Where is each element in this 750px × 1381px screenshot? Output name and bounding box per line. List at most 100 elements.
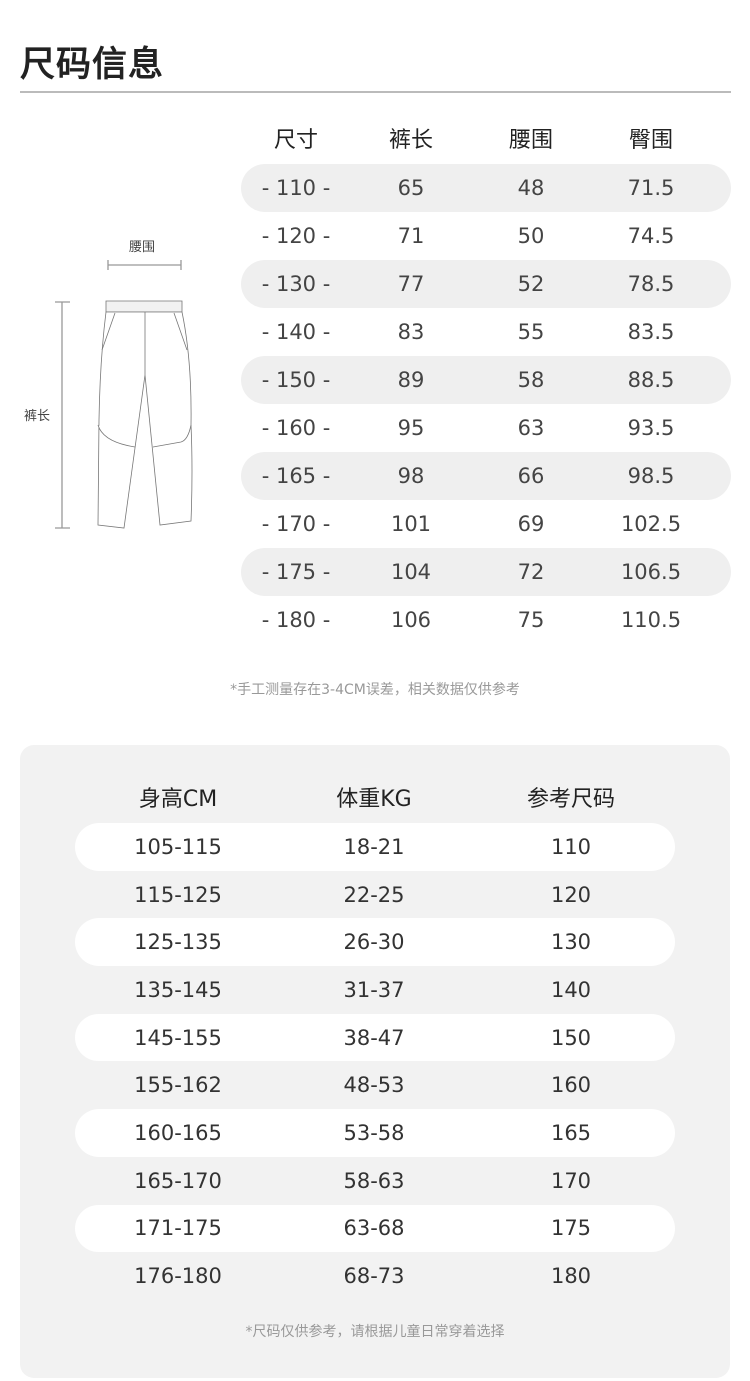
table-cell: 83.5: [627, 320, 675, 344]
table-cell: 72: [517, 560, 545, 584]
table-cell: 145-155: [134, 1025, 222, 1050]
table-row: 145-155 38-47 150: [75, 1013, 675, 1062]
table-cell: 31-37: [343, 977, 405, 1002]
table-cell: - 180 -: [261, 608, 331, 632]
table-cell: - 150 -: [261, 368, 331, 392]
table-cell: 110.5: [620, 608, 682, 632]
recommend-note: *尺码仅供参考，请根据儿童日常穿着选择: [245, 1324, 505, 1340]
table-cell: 58-63: [343, 1168, 405, 1193]
table-cell: 102.5: [620, 512, 682, 536]
table-cell: 69: [517, 512, 545, 536]
table-cell: 74.5: [627, 224, 675, 248]
table-cell: 78.5: [627, 272, 675, 296]
table-cell: 155-162: [134, 1073, 222, 1098]
table-cell: 110: [550, 834, 592, 859]
measurement-note: *手工测量存在3-4CM误差，相关数据仅供参考: [230, 682, 520, 698]
table-cell: 53-58: [343, 1120, 405, 1145]
table-cell: 98.5: [627, 464, 675, 488]
header-length: 裤长: [388, 128, 433, 153]
length-label: 裤长: [24, 409, 51, 424]
table-cell: - 170 -: [261, 512, 331, 536]
table-cell: 93.5: [627, 416, 675, 440]
table-cell: 106: [390, 608, 432, 632]
table-cell: 89: [397, 368, 425, 392]
table-cell: 98: [397, 464, 425, 488]
table-cell: 95: [397, 416, 425, 440]
table-row: - 110 - 65 48 71.5: [241, 164, 731, 212]
table-row: - 140 - 83 55 83.5: [241, 308, 731, 356]
table-cell: 75: [517, 608, 545, 632]
table-row: - 120 - 71 50 74.5: [241, 212, 731, 260]
table-cell: - 160 -: [261, 416, 331, 440]
table-cell: 150: [550, 1025, 592, 1050]
table-cell: 48-53: [343, 1073, 405, 1098]
table-row: - 150 - 89 58 88.5: [241, 356, 731, 404]
table-cell: - 175 -: [261, 560, 331, 584]
table-cell: 105-115: [134, 834, 222, 859]
table-cell: 176-180: [134, 1264, 222, 1289]
recommend-panel: 身高CM 体重KG 参考尺码 105-115 18-21 110 115-125 22-…: [20, 745, 730, 1378]
table-cell: 18-21: [343, 834, 405, 859]
size-table-header: 尺寸 裤长 腰围 臀围: [241, 116, 731, 160]
divider: [20, 91, 731, 93]
size-table: 尺寸 裤长 腰围 臀围 - 110 - 65 48 71.5 - 120 - 71 50 74…: [241, 116, 731, 644]
table-cell: 48: [517, 176, 545, 200]
table-row: 165-170 58-63 170: [75, 1157, 675, 1205]
table-cell: 180: [550, 1264, 592, 1289]
table-row: - 170 - 101 69 102.5: [241, 500, 731, 548]
header-hip: 臀围: [628, 128, 673, 153]
table-row: - 175 - 104 72 106.5: [241, 548, 731, 596]
table-cell: 63: [517, 416, 545, 440]
table-cell: 22-25: [343, 882, 405, 907]
table-row: - 130 - 77 52 78.5: [241, 260, 731, 308]
page-title: 尺码信息: [20, 45, 165, 85]
table-cell: 104: [390, 560, 432, 584]
table-cell: 77: [397, 272, 425, 296]
recommend-table-header: 身高CM 体重KG 参考尺码: [75, 771, 675, 823]
table-row: 155-162 48-53 160: [75, 1061, 675, 1109]
table-cell: 26-30: [343, 930, 405, 955]
table-row: 135-145 31-37 140: [75, 966, 675, 1014]
table-cell: 58: [517, 368, 545, 392]
table-cell: - 130 -: [261, 272, 331, 296]
table-cell: 101: [390, 512, 432, 536]
table-row: - 180 - 106 75 110.5: [241, 596, 731, 644]
table-cell: 160: [550, 1073, 592, 1098]
table-row: 115-125 22-25 120: [75, 871, 675, 919]
table-cell: 170: [550, 1168, 592, 1193]
table-cell: 63-68: [343, 1216, 405, 1241]
table-cell: - 120 -: [261, 224, 331, 248]
table-cell: 160-165: [134, 1120, 222, 1145]
table-row: 171-175 63-68 175: [75, 1204, 675, 1253]
table-row: - 165 - 98 66 98.5: [241, 452, 731, 500]
table-cell: - 110 -: [261, 176, 331, 200]
table-cell: 71.5: [627, 176, 675, 200]
table-cell: 130: [550, 930, 592, 955]
table-cell: 88.5: [627, 368, 675, 392]
table-cell: 66: [517, 464, 545, 488]
table-cell: 135-145: [134, 977, 222, 1002]
table-cell: 165: [550, 1120, 592, 1145]
table-cell: 171-175: [134, 1216, 222, 1241]
header-ref-size: 参考尺码: [526, 787, 615, 812]
table-cell: 175: [550, 1216, 592, 1241]
table-cell: 125-135: [134, 930, 222, 955]
table-cell: 106.5: [620, 560, 682, 584]
table-row: 160-165 53-58 165: [75, 1109, 675, 1157]
table-row: - 160 - 95 63 93.5: [241, 404, 731, 452]
recommend-table: 身高CM 体重KG 参考尺码 105-115 18-21 110 115-125 22-…: [75, 771, 675, 1300]
header-size: 尺寸: [273, 128, 318, 153]
table-row: 176-180 68-73 180: [75, 1252, 675, 1300]
table-cell: 140: [550, 977, 592, 1002]
pants-illustration: [55, 260, 193, 529]
table-cell: 50: [517, 224, 545, 248]
table-cell: 55: [517, 320, 545, 344]
header-waist: 腰围: [508, 128, 553, 153]
header-weight: 体重KG: [336, 787, 412, 812]
table-cell: 120: [550, 882, 592, 907]
table-cell: - 165 -: [261, 464, 331, 488]
table-cell: 165-170: [134, 1168, 222, 1193]
table-row: 125-135 26-30 130: [75, 918, 675, 967]
table-cell: 83: [397, 320, 425, 344]
table-cell: 68-73: [343, 1264, 405, 1289]
